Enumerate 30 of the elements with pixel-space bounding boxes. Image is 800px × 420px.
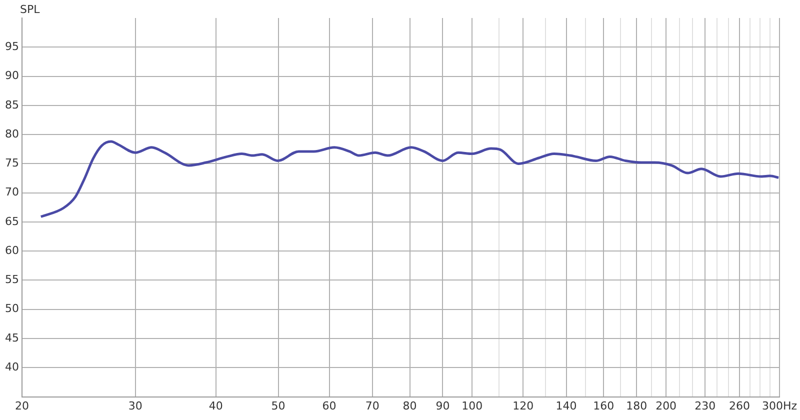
x-tick-label: 60 (322, 399, 336, 412)
y-tick-label: 80 (4, 127, 19, 140)
x-tick-label: 30 (128, 399, 142, 412)
x-tick-label: 200 (656, 399, 677, 412)
y-axis-title: SPL (20, 3, 40, 16)
x-tick-label: 300Hz (762, 399, 798, 412)
x-tick-label: 100 (462, 399, 483, 412)
x-tick-label: 90 (436, 399, 450, 412)
x-tick-label: 140 (556, 399, 577, 412)
y-tick-label: 55 (4, 273, 19, 286)
x-tick-label: 70 (365, 399, 380, 412)
x-tick-label: 180 (626, 399, 648, 412)
y-tick-label: 65 (4, 214, 19, 228)
x-tick-label: 230 (694, 399, 716, 412)
y-tick-label: 45 (4, 331, 19, 344)
x-tick-label: 260 (728, 399, 750, 412)
x-tick-label: 160 (593, 399, 614, 412)
y-tick-label: 60 (4, 244, 19, 257)
x-tick-label: 50 (271, 399, 286, 412)
x-tick-label: 20 (14, 399, 29, 412)
x-tick-label: 120 (512, 399, 534, 412)
y-tick-label: 90 (4, 69, 19, 82)
y-tick-label: 50 (4, 302, 19, 316)
y-tick-label: 85 (4, 98, 19, 112)
x-tick-label: 40 (208, 399, 223, 412)
y-tick-label: 70 (4, 186, 19, 199)
y-tick-label: 40 (4, 360, 19, 374)
x-tick-label: 80 (402, 399, 417, 412)
y-tick-label: 75 (4, 156, 19, 170)
y-tick-label: 95 (4, 40, 19, 53)
